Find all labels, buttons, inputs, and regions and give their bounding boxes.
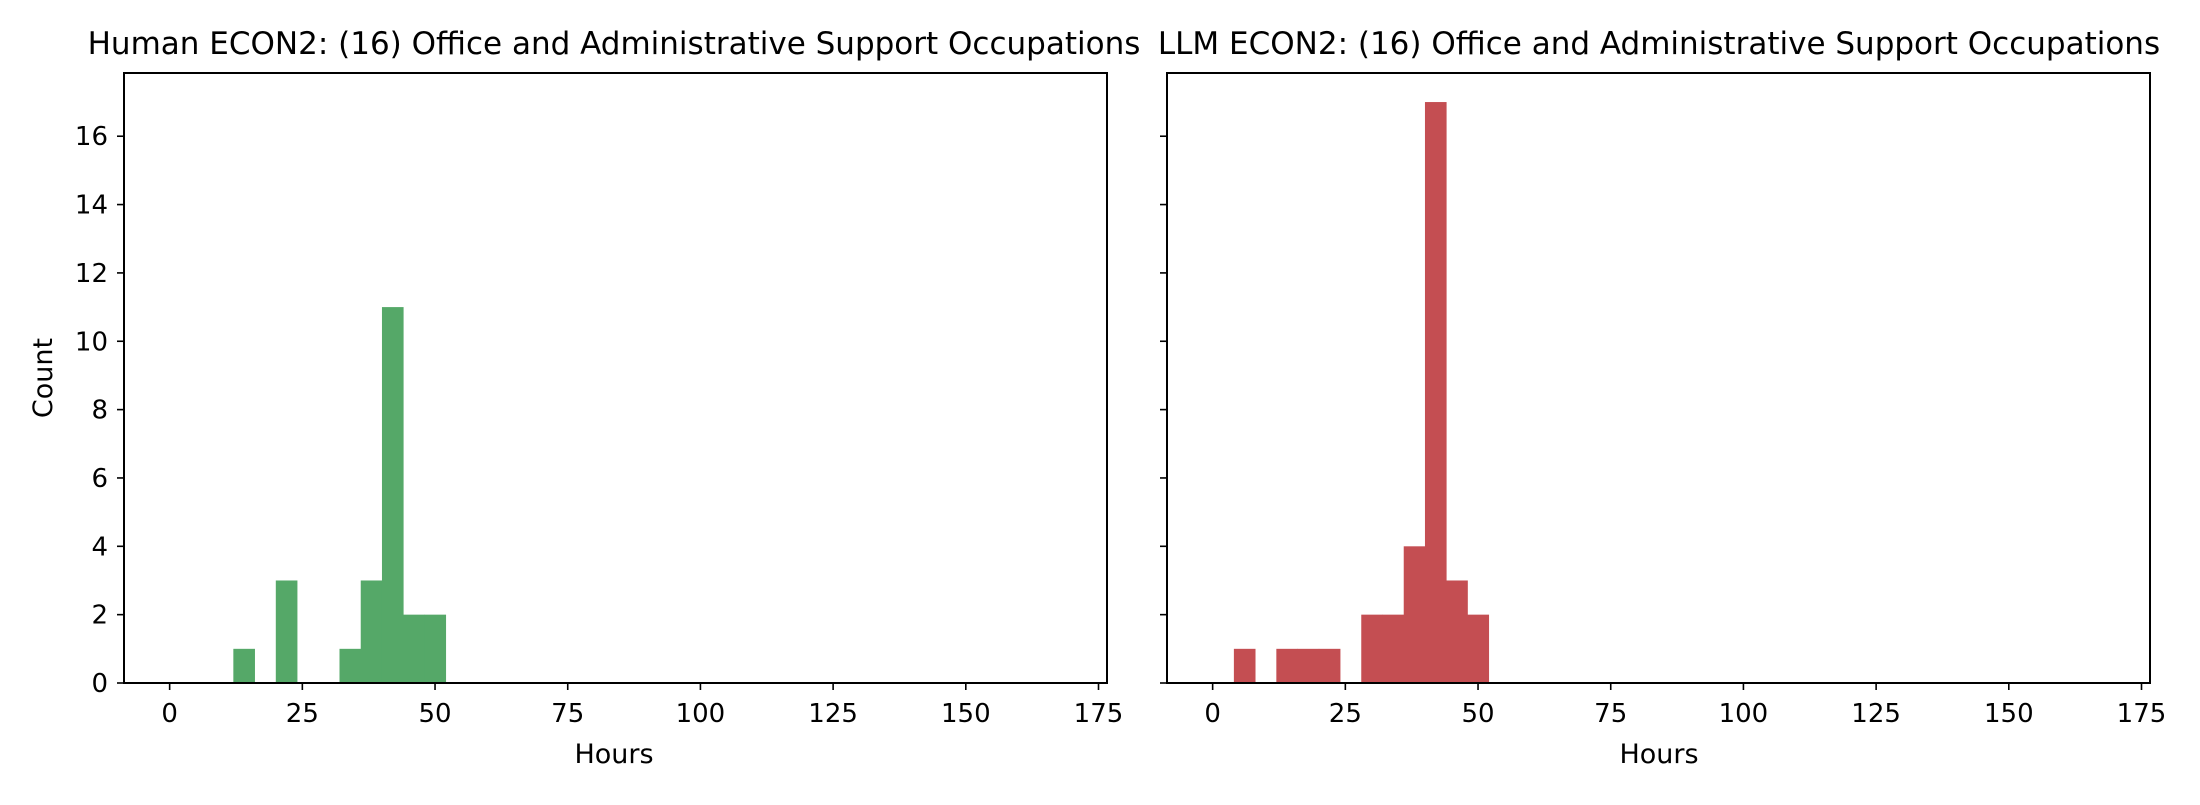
chart-title: LLM ECON2: (16) Office and Administrativ… xyxy=(1158,26,2160,62)
histogram-panel-human: Human ECON2: (16) Office and Administrat… xyxy=(28,26,1140,770)
histogram-bar xyxy=(381,307,404,683)
histogram-bar xyxy=(1424,102,1447,684)
y-tick-label: 8 xyxy=(91,396,108,426)
histogram-bar xyxy=(424,614,447,683)
x-tick-label: 0 xyxy=(161,699,178,729)
histogram-bar xyxy=(1318,648,1341,683)
x-tick-label: 125 xyxy=(1851,699,1901,729)
y-axis-label: Count xyxy=(28,338,59,418)
histogram-bar xyxy=(403,614,425,683)
chart-title: Human ECON2: (16) Office and Administrat… xyxy=(88,26,1141,62)
histogram-bar xyxy=(339,648,362,683)
y-tick-label: 6 xyxy=(91,464,108,494)
x-tick-label: 100 xyxy=(1719,699,1769,729)
y-axis-ticks: 0 2 4 6 8 10 12 14 16 xyxy=(75,122,124,699)
histogram-bars xyxy=(233,307,447,683)
histogram-bar xyxy=(1403,546,1426,683)
x-axis-ticks: 0 25 50 75 100 125 150 175 xyxy=(1204,683,2166,729)
x-tick-label: 100 xyxy=(676,699,726,729)
histogram-bar xyxy=(233,648,255,683)
x-tick-label: 150 xyxy=(941,699,991,729)
histogram-bar xyxy=(1297,648,1320,683)
x-tick-label: 50 xyxy=(418,699,451,729)
x-tick-label: 125 xyxy=(808,699,858,729)
histogram-panel-llm: LLM ECON2: (16) Office and Administrativ… xyxy=(1158,26,2166,770)
x-axis-ticks: 0 25 50 75 100 125 150 175 xyxy=(161,683,1123,729)
x-tick-label: 175 xyxy=(1074,699,1124,729)
x-axis-label: Hours xyxy=(574,739,653,770)
histogram-bar xyxy=(1467,614,1490,683)
y-tick-label: 12 xyxy=(75,259,108,289)
y-tick-label: 10 xyxy=(75,327,108,357)
histogram-bar xyxy=(1276,648,1298,683)
histogram-bar xyxy=(1361,614,1383,683)
x-tick-label: 75 xyxy=(1594,699,1627,729)
y-tick-label: 2 xyxy=(91,601,108,631)
y-axis-ticks xyxy=(1160,135,1167,684)
y-tick-label: 0 xyxy=(91,669,108,699)
x-tick-label: 25 xyxy=(1329,699,1362,729)
x-tick-label: 50 xyxy=(1461,699,1494,729)
histogram-bar xyxy=(1446,580,1468,683)
histogram-bar xyxy=(360,580,383,683)
y-tick-label: 14 xyxy=(75,191,108,221)
x-tick-label: 75 xyxy=(551,699,584,729)
x-tick-label: 150 xyxy=(1984,699,2034,729)
histogram-bars xyxy=(1233,102,1490,684)
x-tick-label: 0 xyxy=(1204,699,1221,729)
x-tick-label: 175 xyxy=(2117,699,2167,729)
x-tick-label: 25 xyxy=(286,699,319,729)
histogram-bar xyxy=(1233,648,1256,683)
histogram-bar xyxy=(275,580,298,683)
x-axis-label: Hours xyxy=(1619,739,1698,770)
y-tick-label: 4 xyxy=(91,532,108,562)
y-tick-label: 16 xyxy=(75,122,108,152)
plot-area-frame xyxy=(1166,72,2151,684)
plot-area-frame xyxy=(123,72,1108,684)
histogram-bar xyxy=(1382,614,1405,683)
